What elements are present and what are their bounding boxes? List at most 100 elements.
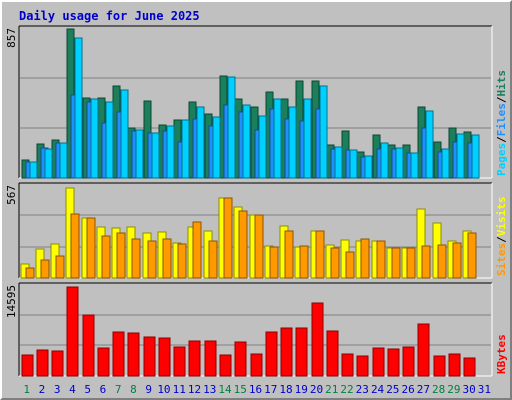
x-tick-label-12: 12 xyxy=(188,383,201,396)
bar-sites-6 xyxy=(101,235,111,279)
bar-sites-30 xyxy=(467,232,477,279)
bar-kbytes-13 xyxy=(204,340,217,377)
bar-kbytes-30 xyxy=(463,357,476,377)
bar-pages-1 xyxy=(29,161,38,179)
bar-sites-19 xyxy=(299,245,309,279)
y-max-label: 14595 xyxy=(5,285,18,318)
bar-kbytes-22 xyxy=(341,353,354,377)
bar-sites-29 xyxy=(452,242,462,279)
bar-sites-25 xyxy=(391,247,401,279)
bar-pages-8 xyxy=(135,129,144,179)
legend-label: Hits xyxy=(495,70,508,97)
x-tick-label-20: 20 xyxy=(310,383,323,396)
legend-label: KBytes xyxy=(495,334,508,374)
bar-kbytes-8 xyxy=(127,332,140,377)
bar-sites-20 xyxy=(315,230,325,279)
x-tick-label-21: 21 xyxy=(325,383,338,396)
x-tick-label-1: 1 xyxy=(23,383,30,396)
legend-label: / xyxy=(495,96,508,103)
x-tick-label-10: 10 xyxy=(157,383,170,396)
x-tick-label-27: 27 xyxy=(417,383,430,396)
bar-sites-24 xyxy=(376,240,386,279)
x-tick-label-5: 5 xyxy=(84,383,91,396)
bar-kbytes-4 xyxy=(66,286,79,377)
legend-label: Sites xyxy=(495,243,508,276)
bar-kbytes-11 xyxy=(173,346,186,377)
x-tick-label-25: 25 xyxy=(386,383,399,396)
bar-sites-5 xyxy=(86,217,96,279)
bar-kbytes-6 xyxy=(97,347,110,377)
bar-sites-18 xyxy=(284,230,294,279)
x-tick-label-2: 2 xyxy=(39,383,46,396)
bar-pages-14 xyxy=(227,76,236,179)
bar-pages-17 xyxy=(273,98,282,179)
bar-pages-19 xyxy=(303,98,312,179)
bar-kbytes-20 xyxy=(311,302,324,377)
bar-sites-11 xyxy=(177,243,187,279)
bar-sites-2 xyxy=(40,259,50,279)
bar-sites-4 xyxy=(70,213,80,279)
x-tick-label-22: 22 xyxy=(340,383,353,396)
bar-pages-26 xyxy=(410,152,419,179)
bar-kbytes-24 xyxy=(372,347,385,377)
bar-visits-27 xyxy=(416,208,426,279)
x-tick-label-31: 31 xyxy=(478,383,491,396)
bar-sites-3 xyxy=(55,255,65,279)
bar-kbytes-14 xyxy=(219,354,232,377)
bar-sites-9 xyxy=(147,240,157,279)
bar-pages-9 xyxy=(151,132,160,179)
bar-sites-7 xyxy=(116,232,126,279)
x-tick-label-7: 7 xyxy=(115,383,122,396)
x-tick-label-29: 29 xyxy=(447,383,460,396)
bar-kbytes-3 xyxy=(51,350,64,377)
x-tick-label-30: 30 xyxy=(462,383,475,396)
x-tick-label-8: 8 xyxy=(130,383,137,396)
bar-kbytes-21 xyxy=(326,330,339,377)
bar-pages-16 xyxy=(258,115,267,179)
legend-label: Files xyxy=(495,103,508,136)
x-tick-label-6: 6 xyxy=(100,383,107,396)
bar-kbytes-29 xyxy=(448,353,461,377)
legend-hits-files-pages: Pages/Files/Hits xyxy=(495,70,508,176)
legend-label: Pages xyxy=(495,143,508,176)
bar-pages-24 xyxy=(380,142,389,179)
bar-sites-14 xyxy=(223,197,233,279)
bar-kbytes-5 xyxy=(82,314,95,377)
bar-kbytes-17 xyxy=(265,331,278,377)
bar-pages-5 xyxy=(90,98,99,179)
bar-pages-7 xyxy=(120,89,129,179)
bar-kbytes-7 xyxy=(112,331,125,377)
legend-kbytes: KBytes xyxy=(495,334,508,374)
x-tick-label-16: 16 xyxy=(249,383,262,396)
bar-sites-10 xyxy=(162,238,172,279)
bar-pages-11 xyxy=(181,119,190,179)
bar-sites-28 xyxy=(437,244,447,279)
bar-pages-4 xyxy=(74,37,83,179)
bar-pages-29 xyxy=(456,133,465,179)
x-tick-label-19: 19 xyxy=(295,383,308,396)
bar-pages-27 xyxy=(425,110,434,179)
bar-pages-15 xyxy=(242,104,251,179)
bar-pages-6 xyxy=(105,101,114,179)
bar-sites-26 xyxy=(406,247,416,279)
bar-kbytes-18 xyxy=(280,327,293,377)
bar-pages-13 xyxy=(212,116,221,179)
bar-sites-22 xyxy=(345,251,355,279)
x-tick-label-11: 11 xyxy=(173,383,186,396)
bar-sites-12 xyxy=(192,221,202,279)
bar-kbytes-19 xyxy=(295,327,308,377)
x-tick-label-4: 4 xyxy=(69,383,76,396)
bar-kbytes-12 xyxy=(188,340,201,377)
x-tick-label-26: 26 xyxy=(401,383,414,396)
bar-kbytes-16 xyxy=(250,353,263,377)
legend-visits-sites: Sites/Visits xyxy=(495,197,508,277)
x-tick-label-13: 13 xyxy=(203,383,216,396)
bar-pages-20 xyxy=(319,85,328,179)
bar-kbytes-9 xyxy=(143,336,156,377)
x-tick-label-9: 9 xyxy=(145,383,152,396)
bar-sites-21 xyxy=(330,247,340,279)
bar-pages-18 xyxy=(288,106,297,179)
legend-label: / xyxy=(495,236,508,243)
x-tick-label-17: 17 xyxy=(264,383,277,396)
